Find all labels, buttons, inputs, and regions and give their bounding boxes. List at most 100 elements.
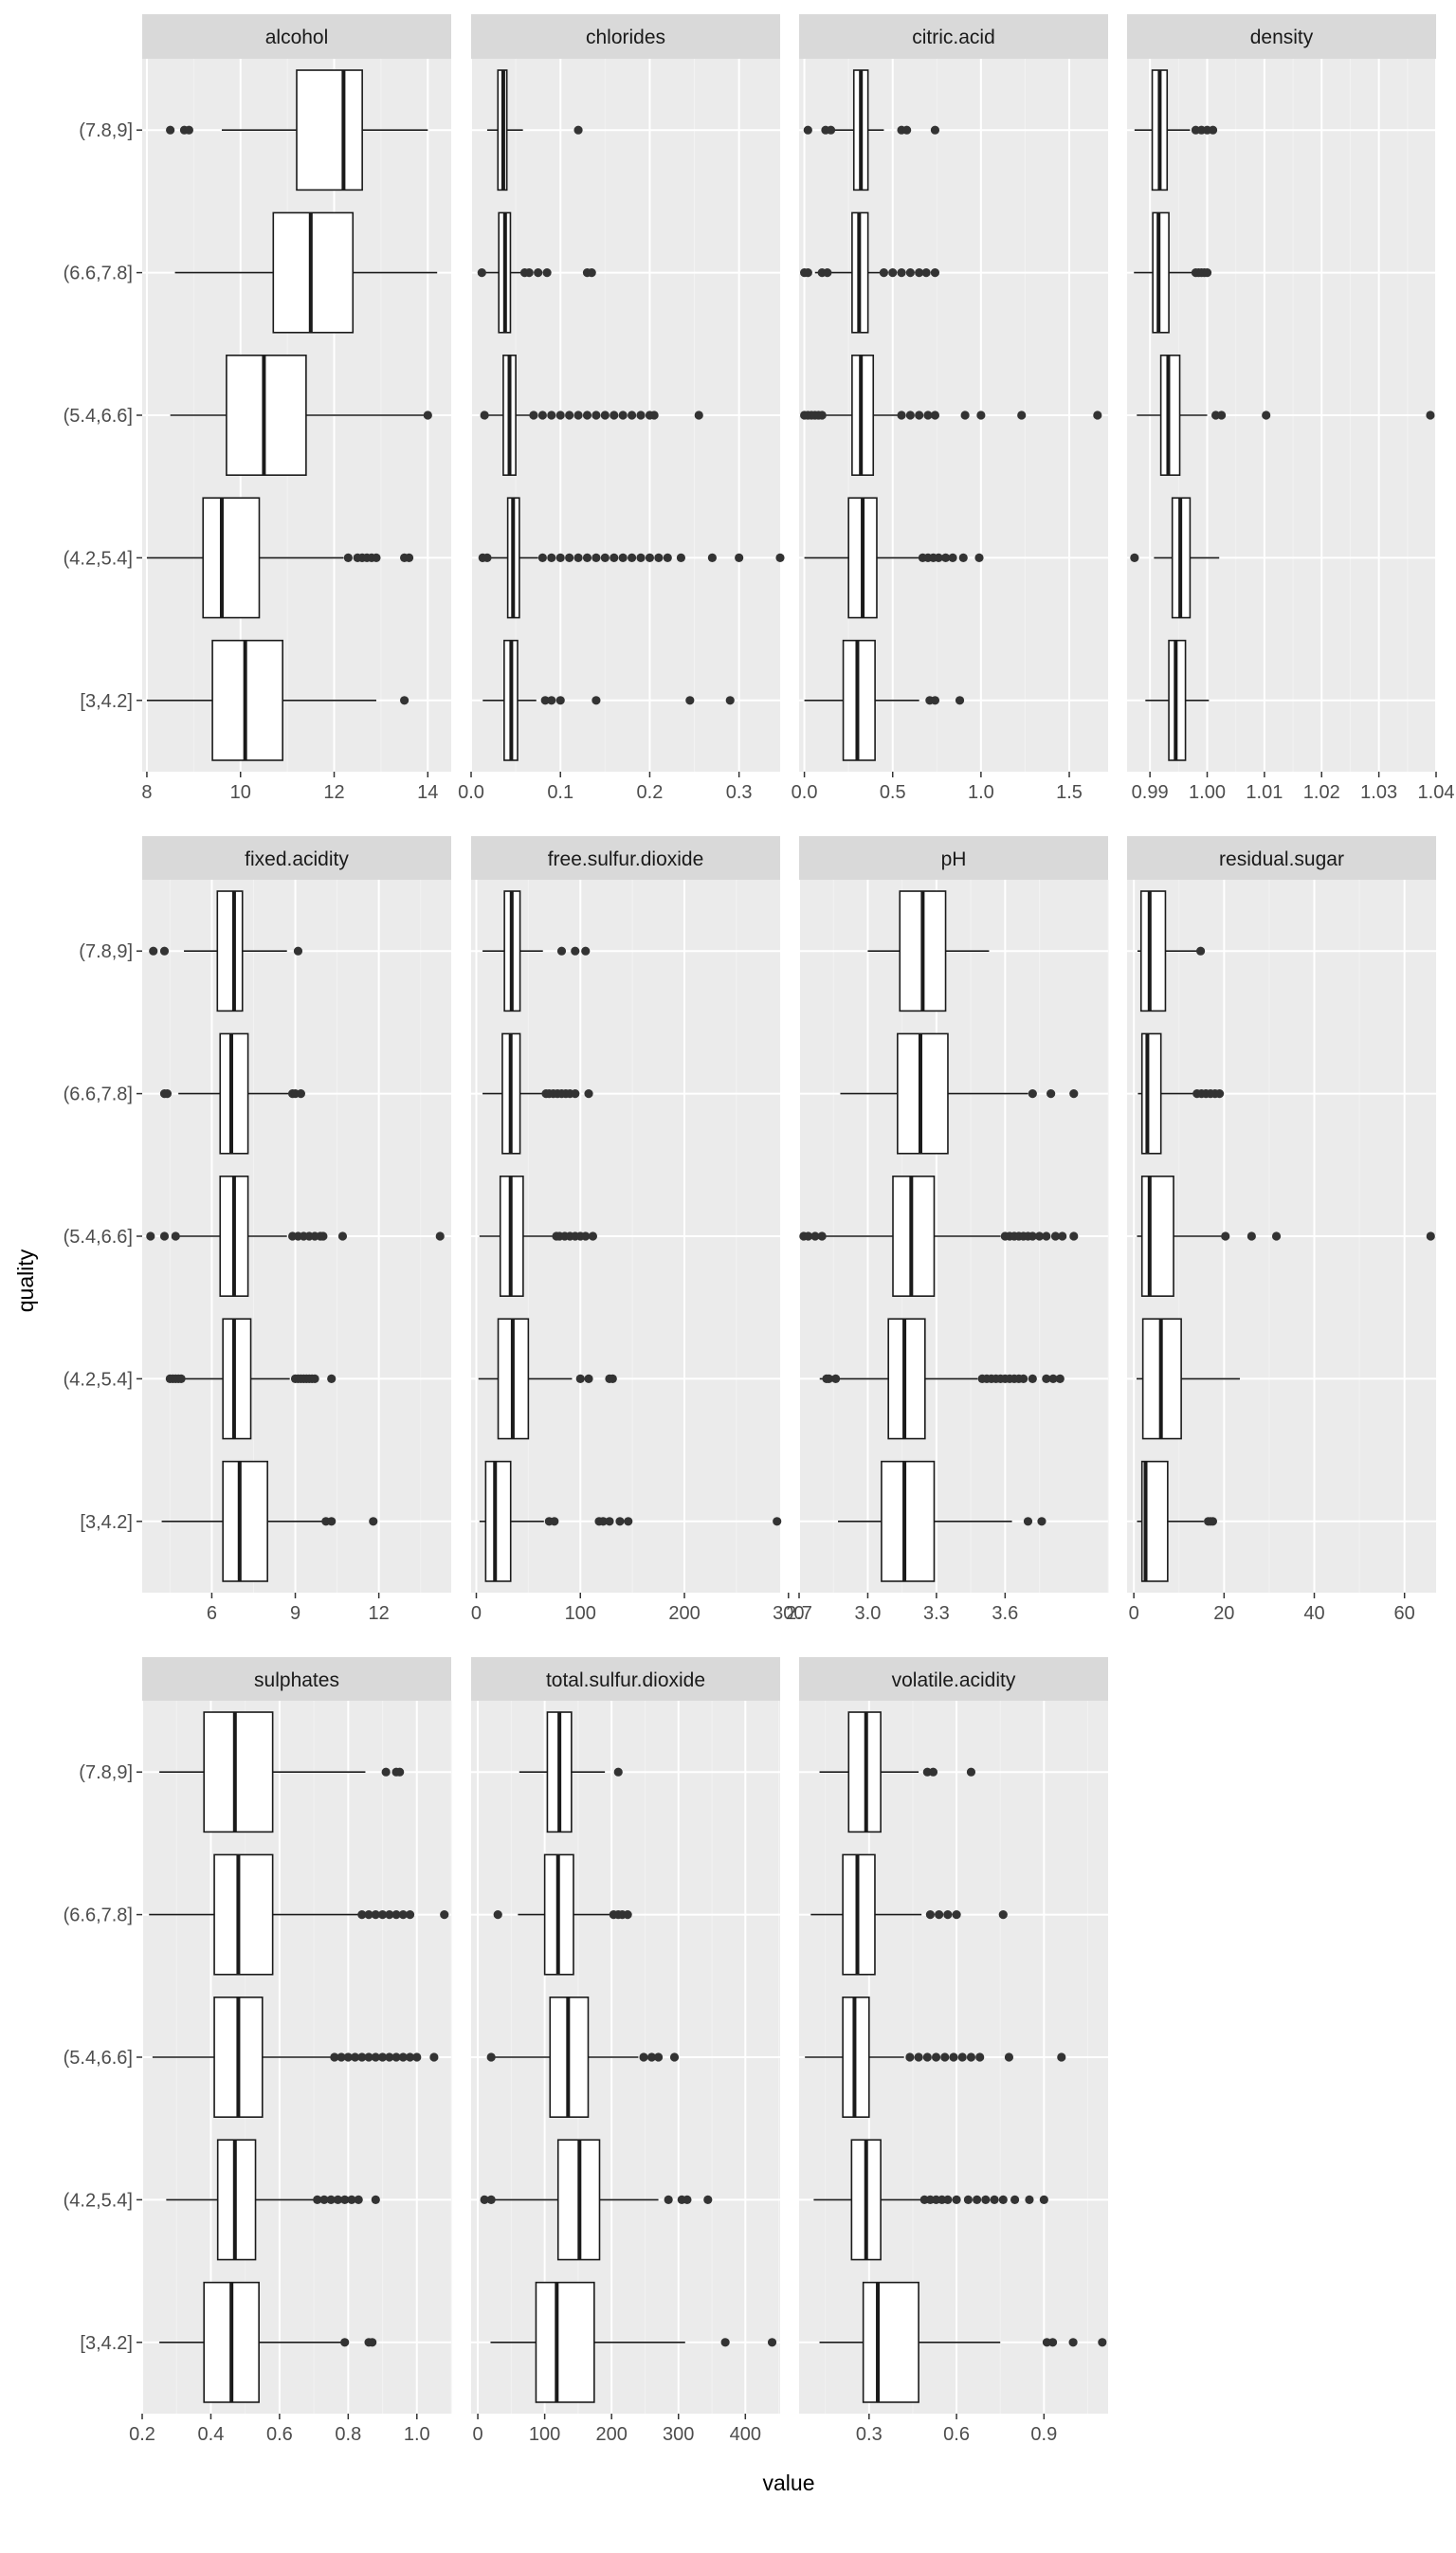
facet-strip-label: volatile.acidity xyxy=(892,1669,1016,1691)
outlier-point xyxy=(584,1089,593,1099)
outlier-point xyxy=(1069,1089,1079,1099)
x-tick-label: 0.0 xyxy=(458,782,484,803)
outlier-point xyxy=(555,553,565,563)
x-tick-label: 2.7 xyxy=(786,1603,812,1624)
outlier-point xyxy=(343,2052,353,2062)
x-tick-label: 300 xyxy=(773,1603,804,1624)
outlier-point xyxy=(347,2195,356,2204)
facet-panel-fixed.acidity: fixed.acidity 6 9 12 [3,4.2] (4.2,5.4] (5.4,6.… xyxy=(64,836,451,1624)
outlier-point xyxy=(372,553,381,563)
boxplot-(4.2,5.4] xyxy=(478,497,785,619)
x-tick-label: 0.5 xyxy=(880,782,906,803)
boxplot-(5.4,6.6] xyxy=(152,1997,439,2118)
outlier-point xyxy=(534,268,543,278)
facet-strip xyxy=(799,836,1108,880)
outlier-point xyxy=(925,1910,935,1920)
outlier-point xyxy=(587,268,596,278)
facet-strip xyxy=(471,1657,780,1701)
facet-strip xyxy=(142,836,451,880)
outlier-point xyxy=(645,553,655,563)
outlier-point xyxy=(685,696,695,705)
boxplot-(4.2,5.4] xyxy=(480,2139,713,2261)
outlier-point xyxy=(623,1910,632,1920)
outlier-point xyxy=(588,1231,598,1241)
outlier-point xyxy=(610,553,619,563)
boxplot-(5.4,6.6] xyxy=(170,355,432,476)
y-tick-label: (4.2,5.4] xyxy=(64,1369,133,1390)
outlier-point xyxy=(582,553,592,563)
outlier-point xyxy=(618,410,628,420)
x-tick-label: 9 xyxy=(290,1603,300,1624)
outlier-point xyxy=(423,410,432,420)
outlier-point xyxy=(905,268,915,278)
outlier-point xyxy=(573,553,583,563)
outlier-point xyxy=(653,2052,664,2062)
facet-panel-total.sulfur.dioxide: total.sulfur.dioxide 0 100 200 300 400 xyxy=(471,1657,780,2445)
outlier-point xyxy=(1023,1517,1033,1526)
x-tick-label: 0 xyxy=(471,1603,482,1624)
outlier-point xyxy=(327,1374,337,1383)
outlier-point xyxy=(171,1231,180,1241)
boxplot-(5.4,6.6] xyxy=(799,355,1102,476)
outlier-point xyxy=(663,553,672,563)
x-tick-label: 3.3 xyxy=(923,1603,950,1624)
boxplot-[3,4.2] xyxy=(804,639,965,761)
facet-panel-citric.acid: citric.acid 0.0 0.5 1.0 1.5 xyxy=(792,14,1108,803)
boxplot-(4.2,5.4] xyxy=(166,2139,380,2261)
outlier-point xyxy=(293,946,303,956)
outlier-point xyxy=(598,1517,609,1526)
outlier-point xyxy=(1068,2338,1078,2347)
outlier-point xyxy=(1247,1231,1256,1241)
y-tick-label: (6.6,7.8] xyxy=(64,1906,133,1926)
outlier-point xyxy=(395,1767,405,1777)
y-tick-label: (6.6,7.8] xyxy=(64,264,133,284)
facet-panel-pH: pH 2.7 3.0 3.3 3.6 xyxy=(786,836,1109,1624)
outlier-point xyxy=(162,1089,173,1099)
outlier-point xyxy=(1017,410,1027,420)
facet-strip xyxy=(799,1657,1108,1701)
outlier-point xyxy=(573,410,583,420)
outlier-point xyxy=(1208,1517,1218,1526)
outlier-point xyxy=(364,2052,373,2062)
outlier-point xyxy=(371,2052,380,2062)
outlier-point xyxy=(935,1910,944,1920)
outlier-point xyxy=(627,410,637,420)
outlier-point xyxy=(973,2195,982,2204)
outlier-point xyxy=(767,2338,777,2347)
outlier-point xyxy=(664,2195,673,2204)
outlier-point xyxy=(537,553,547,563)
outlier-point xyxy=(486,2052,496,2062)
outlier-point xyxy=(1271,1231,1282,1241)
outlier-point xyxy=(319,2195,329,2204)
outlier-point xyxy=(902,125,912,135)
outlier-point xyxy=(930,125,940,135)
outlier-point xyxy=(584,1374,593,1383)
outlier-point xyxy=(694,410,703,420)
outlier-point xyxy=(615,1517,625,1526)
outlier-point xyxy=(1028,1231,1037,1241)
outlier-point xyxy=(922,2052,932,2062)
boxplot-(7.8,9] xyxy=(519,1711,623,1833)
boxplot-[3,4.2] xyxy=(479,1460,782,1582)
y-tick-label: (5.4,6.6] xyxy=(64,1227,133,1248)
x-tick-label: 400 xyxy=(730,2424,761,2445)
outlier-point xyxy=(957,2052,967,2062)
outlier-point xyxy=(1046,1089,1056,1099)
outlier-point xyxy=(707,553,717,563)
outlier-point xyxy=(605,1517,614,1526)
iqr-box xyxy=(216,890,244,1012)
outlier-point xyxy=(940,2052,950,2062)
outlier-point xyxy=(547,553,556,563)
outlier-point xyxy=(555,410,565,420)
outlier-point xyxy=(368,2338,377,2347)
outlier-point xyxy=(333,2195,343,2204)
y-axis-title: quality xyxy=(13,1249,38,1312)
outlier-point xyxy=(810,1231,820,1241)
x-tick-label: 40 xyxy=(1303,1603,1324,1624)
facet-strip-label: density xyxy=(1250,27,1314,48)
boxplot-[3,4.2] xyxy=(1145,639,1210,761)
outlier-point xyxy=(1055,1374,1065,1383)
outlier-point xyxy=(930,410,940,420)
y-tick-label: (5.4,6.6] xyxy=(64,406,133,427)
boxplot-(4.2,5.4] xyxy=(1130,497,1220,619)
